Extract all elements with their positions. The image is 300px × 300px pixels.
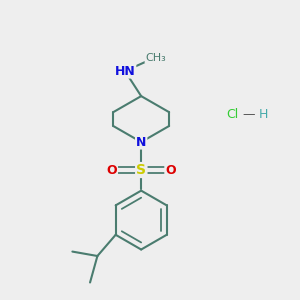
Text: O: O bbox=[165, 164, 176, 176]
Text: —: — bbox=[242, 108, 255, 121]
Text: Cl: Cl bbox=[226, 108, 238, 121]
Text: S: S bbox=[136, 163, 146, 177]
Text: HN: HN bbox=[115, 64, 135, 78]
Text: O: O bbox=[106, 164, 117, 176]
Text: CH₃: CH₃ bbox=[146, 53, 166, 63]
Text: N: N bbox=[136, 136, 146, 148]
Text: H: H bbox=[259, 108, 268, 121]
